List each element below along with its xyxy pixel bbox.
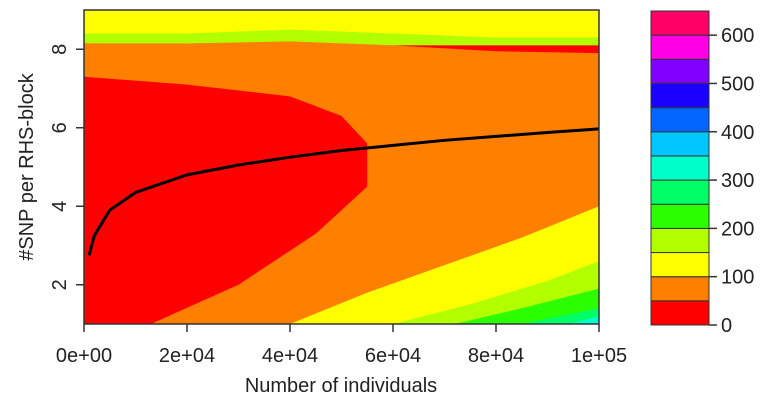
- colorbar-swatch: [650, 203, 710, 229]
- colorbar-tick-label: 600: [721, 25, 754, 47]
- y-tick-label: 4: [49, 201, 71, 212]
- x-tick-label: 0e+00: [56, 345, 112, 367]
- x-tick-label: 6e+04: [365, 345, 421, 367]
- colorbar-swatch: [650, 227, 710, 254]
- colorbar-swatch: [650, 82, 710, 109]
- colorbar-tick-label: 300: [721, 170, 754, 192]
- colorbar: 0 100 200 300 400 500 600: [650, 10, 754, 337]
- y-tick-label: 6: [49, 122, 71, 133]
- x-axis-title: Number of individuals: [245, 375, 437, 397]
- contour-bands: [84, 10, 599, 324]
- colorbar-swatch: [650, 131, 710, 157]
- x-tick-label: 4e+04: [262, 345, 318, 367]
- colorbar-swatch: [650, 155, 710, 181]
- trend-line: [87, 127, 599, 256]
- x-tick-label: 8e+04: [468, 345, 524, 367]
- band-250-300: [521, 308, 599, 324]
- y-tick-label: 2: [49, 279, 71, 290]
- colorbar-swatch: [650, 300, 710, 326]
- plot-area: [84, 10, 599, 324]
- colorbar-swatch: [650, 276, 710, 302]
- band-300-350: [568, 316, 599, 324]
- x-tick-label: 1e+05: [571, 345, 627, 367]
- colorbar-swatch: [650, 252, 710, 278]
- band-0-50: [84, 76, 368, 324]
- x-tick-label: 2e+04: [159, 345, 215, 367]
- colorbar-swatch: [650, 107, 710, 133]
- colorbar-swatch: [650, 10, 710, 36]
- band-200-250: [454, 288, 599, 324]
- x-axis: 0e+00 2e+04 4e+04 6e+04 8e+04 1e+05: [56, 324, 627, 367]
- y-tick-label: 8: [49, 44, 71, 55]
- colorbar-swatch: [650, 58, 710, 84]
- band-100-150: [84, 10, 599, 38]
- colorbar-tick-label: 200: [721, 218, 754, 240]
- colorbar-swatch: [650, 179, 710, 205]
- y-axis-title: #SNP per RHS-block: [16, 72, 38, 260]
- colorbar-swatch: [650, 34, 710, 60]
- y-axis: 2 4 6 8: [49, 44, 84, 290]
- colorbar-tick-label: 400: [721, 122, 754, 144]
- plot-frame: [83, 9, 600, 325]
- colorbar-tick-label: 100: [721, 267, 754, 289]
- colorbar-tick-label: 500: [721, 73, 754, 95]
- colorbar-tick-label: 0: [721, 315, 732, 337]
